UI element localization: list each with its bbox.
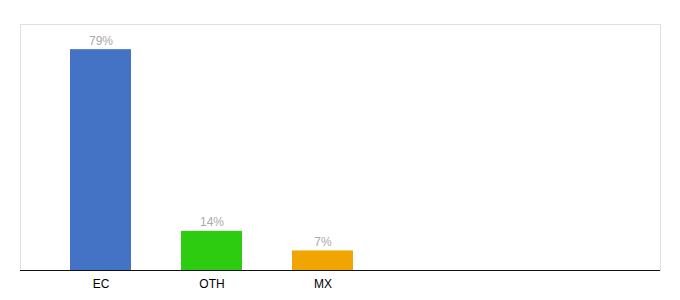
svg-text:79%: 79% <box>89 34 113 48</box>
svg-text:EC: EC <box>93 277 110 291</box>
svg-text:7%: 7% <box>314 235 332 249</box>
svg-text:MX: MX <box>314 277 332 291</box>
svg-text:OTH: OTH <box>199 277 224 291</box>
svg-text:14%: 14% <box>200 215 224 229</box>
